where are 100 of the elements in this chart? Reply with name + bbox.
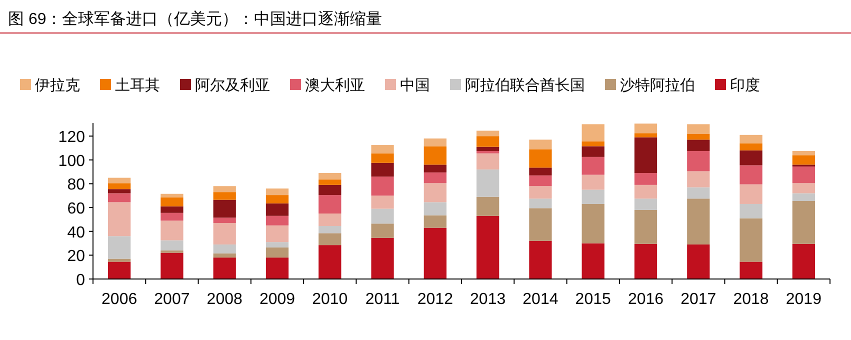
bar bbox=[424, 172, 446, 184]
y-tick-label: 80 bbox=[67, 176, 86, 194]
bar bbox=[740, 150, 762, 166]
bar bbox=[213, 186, 236, 192]
bar bbox=[529, 140, 552, 150]
bar bbox=[687, 171, 710, 188]
bar bbox=[266, 258, 289, 279]
bar bbox=[792, 201, 815, 244]
bar bbox=[424, 228, 446, 279]
x-tick-label: 2011 bbox=[365, 291, 400, 308]
bar bbox=[634, 173, 658, 185]
bar bbox=[371, 145, 394, 154]
x-tick-label: 2013 bbox=[470, 291, 506, 308]
bar bbox=[740, 218, 762, 262]
bar bbox=[634, 244, 658, 279]
bar bbox=[213, 258, 236, 279]
bar bbox=[424, 146, 446, 165]
bar bbox=[476, 136, 500, 147]
bar bbox=[792, 193, 815, 201]
bar bbox=[529, 240, 552, 279]
bar bbox=[740, 134, 762, 144]
legend-label: 阿尔及利亚 bbox=[195, 77, 270, 94]
bar bbox=[160, 206, 184, 213]
bar bbox=[634, 184, 658, 199]
bar bbox=[108, 183, 131, 190]
bar bbox=[687, 124, 710, 134]
bar bbox=[213, 253, 236, 258]
bar bbox=[318, 214, 342, 226]
x-tick-label: 2019 bbox=[786, 291, 822, 308]
bar bbox=[424, 215, 446, 228]
bar bbox=[476, 130, 500, 136]
x-tick-label: 2010 bbox=[312, 291, 348, 308]
bar bbox=[371, 162, 394, 177]
bar bbox=[318, 195, 342, 214]
bar bbox=[160, 252, 184, 279]
bar bbox=[740, 143, 762, 150]
bar bbox=[266, 216, 289, 226]
bar bbox=[213, 218, 236, 224]
legend-label: 中国 bbox=[400, 77, 430, 94]
bar bbox=[371, 238, 394, 279]
bar bbox=[582, 156, 604, 175]
bar bbox=[529, 186, 552, 199]
x-tick-label: 2017 bbox=[680, 291, 716, 308]
bar bbox=[740, 262, 762, 279]
bar bbox=[687, 198, 710, 244]
bar bbox=[687, 244, 710, 279]
chart-title: 图 69：全球军备进口（亿美元）：中国进口逐渐缩量 bbox=[8, 10, 382, 28]
bar bbox=[160, 194, 184, 198]
bar bbox=[476, 216, 500, 279]
bar bbox=[529, 208, 552, 241]
bar bbox=[266, 242, 289, 248]
bar bbox=[634, 210, 658, 244]
bar bbox=[318, 180, 342, 185]
bar bbox=[792, 150, 815, 156]
x-tick-label: 2014 bbox=[522, 291, 558, 308]
bar bbox=[476, 146, 500, 151]
legend-label: 阿拉伯联合酋长国 bbox=[465, 77, 585, 94]
bar bbox=[371, 196, 394, 209]
bar bbox=[582, 174, 604, 190]
bar bbox=[529, 175, 552, 186]
bar bbox=[424, 183, 446, 202]
x-tick-label: 2006 bbox=[102, 291, 138, 308]
bar bbox=[371, 224, 394, 238]
bar bbox=[792, 166, 815, 184]
bar bbox=[213, 200, 236, 218]
bar bbox=[424, 138, 446, 146]
x-tick-label: 2007 bbox=[154, 291, 190, 308]
bar bbox=[108, 189, 131, 194]
legend-label: 印度 bbox=[730, 77, 760, 94]
y-tick-label: 0 bbox=[76, 272, 86, 289]
y-tick-label: 60 bbox=[67, 200, 86, 218]
bar bbox=[687, 134, 710, 140]
y-tick-label: 40 bbox=[67, 224, 86, 242]
bar bbox=[266, 247, 289, 258]
bar bbox=[792, 183, 815, 194]
bar bbox=[108, 193, 131, 202]
bar bbox=[687, 150, 710, 172]
bar bbox=[424, 164, 446, 172]
bar bbox=[424, 202, 446, 216]
y-tick-label: 100 bbox=[58, 152, 86, 170]
bar bbox=[160, 212, 184, 221]
bar bbox=[371, 208, 394, 224]
bar bbox=[529, 149, 552, 168]
bar bbox=[529, 198, 552, 208]
bar bbox=[318, 184, 342, 196]
bar bbox=[634, 124, 658, 134]
bar bbox=[160, 250, 184, 253]
bar bbox=[582, 146, 604, 157]
bar bbox=[213, 244, 236, 254]
bar bbox=[160, 240, 184, 250]
bar bbox=[687, 140, 710, 151]
bar bbox=[792, 155, 815, 165]
legend-label: 沙特阿拉伯 bbox=[620, 77, 695, 94]
bar bbox=[476, 169, 500, 197]
bar bbox=[266, 225, 289, 242]
x-tick-label: 2009 bbox=[259, 291, 296, 308]
bar bbox=[108, 202, 131, 236]
bar bbox=[792, 244, 815, 279]
y-tick-label: 120 bbox=[58, 129, 86, 146]
bar bbox=[582, 141, 604, 146]
